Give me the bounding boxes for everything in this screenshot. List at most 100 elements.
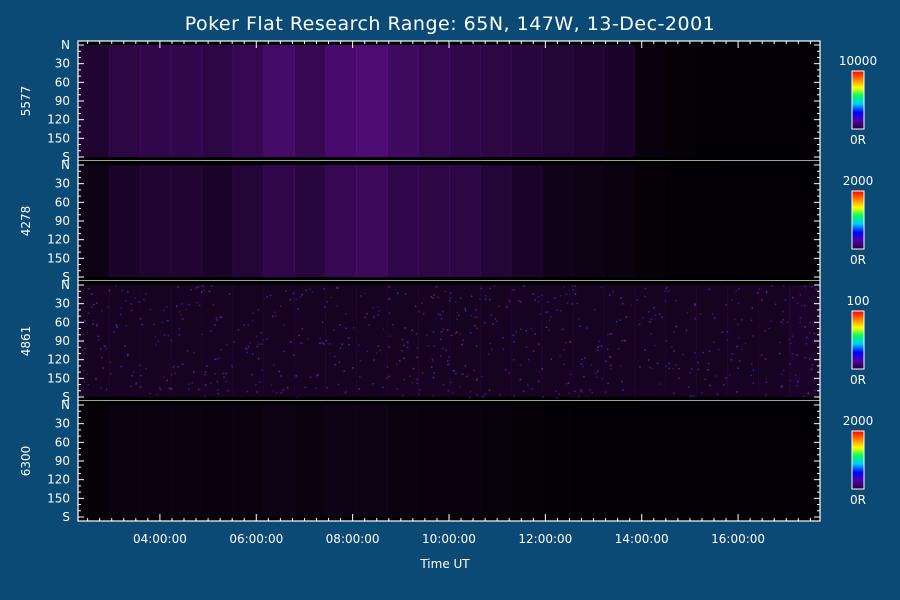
emission-column <box>603 165 636 277</box>
noise-speck <box>83 306 85 309</box>
noise-speck <box>149 392 151 395</box>
y-tick-label: 30 <box>55 417 70 431</box>
noise-speck <box>130 303 132 305</box>
noise-speck <box>309 376 312 378</box>
noise-speck <box>809 358 811 360</box>
noise-speck <box>571 303 574 305</box>
noise-speck <box>638 323 641 326</box>
noise-speck <box>177 366 179 368</box>
noise-speck <box>188 388 190 390</box>
noise-speck <box>513 341 515 343</box>
noise-speck <box>531 388 533 390</box>
noise-speck <box>261 343 263 345</box>
noise-speck <box>555 396 558 399</box>
noise-speck <box>782 319 784 321</box>
noise-speck <box>336 304 338 307</box>
noise-speck <box>450 381 452 384</box>
noise-speck <box>563 349 565 351</box>
x-axis-label: Time UT <box>419 557 470 571</box>
y-tick-label: N <box>61 158 70 172</box>
emission-column <box>542 405 574 517</box>
noise-speck <box>81 341 84 343</box>
noise-speck <box>377 345 380 347</box>
noise-speck <box>202 285 204 287</box>
noise-speck <box>574 285 576 287</box>
noise-speck <box>584 357 586 359</box>
colorbar-max-label: 2000 <box>843 174 874 188</box>
noise-speck <box>815 288 818 290</box>
noise-speck <box>506 306 508 308</box>
emission-column <box>449 285 481 397</box>
x-tick-label: 08:00:00 <box>326 532 380 546</box>
noise-speck <box>731 299 734 301</box>
noise-speck <box>134 297 137 299</box>
noise-speck <box>455 372 457 375</box>
noise-speck <box>107 306 109 309</box>
noise-speck <box>388 312 391 314</box>
noise-speck <box>725 304 728 306</box>
y-tick-label: S <box>62 510 70 524</box>
noise-speck <box>624 340 626 342</box>
noise-speck <box>251 373 253 376</box>
noise-speck <box>738 288 740 290</box>
noise-speck <box>449 300 451 302</box>
y-tick-label: 60 <box>55 75 70 89</box>
noise-speck <box>794 374 797 376</box>
noise-speck <box>435 286 438 288</box>
noise-speck <box>99 348 102 350</box>
emission-column <box>510 165 543 277</box>
noise-speck <box>214 358 216 361</box>
noise-speck <box>386 366 389 368</box>
noise-speck <box>83 370 85 372</box>
noise-speck <box>376 352 378 354</box>
emission-column <box>541 285 574 397</box>
noise-speck <box>445 349 447 352</box>
noise-speck <box>730 358 732 361</box>
noise-speck <box>784 299 787 301</box>
noise-speck <box>439 314 441 316</box>
noise-speck <box>292 292 295 295</box>
noise-speck <box>237 329 240 331</box>
emission-column <box>758 165 790 277</box>
noise-speck <box>421 302 423 304</box>
noise-speck <box>290 341 292 343</box>
noise-speck <box>431 358 434 360</box>
y-tick-label: 120 <box>47 473 70 487</box>
noise-speck <box>258 343 260 345</box>
emission-column <box>541 45 574 157</box>
noise-speck <box>200 291 203 293</box>
noise-speck <box>324 306 326 308</box>
noise-speck <box>489 342 491 345</box>
noise-speck <box>105 348 108 350</box>
emission-column <box>727 285 759 397</box>
noise-speck <box>301 328 304 330</box>
noise-speck <box>382 386 384 389</box>
noise-speck <box>606 348 609 350</box>
noise-speck <box>569 340 571 343</box>
noise-speck <box>448 356 450 358</box>
noise-speck <box>598 340 601 343</box>
noise-speck <box>545 326 548 328</box>
noise-speck <box>479 298 481 300</box>
noise-speck <box>82 333 84 336</box>
noise-speck <box>182 318 184 320</box>
noise-speck <box>519 378 522 381</box>
noise-speck <box>337 383 340 386</box>
noise-speck <box>458 314 460 316</box>
emission-column <box>201 45 234 157</box>
noise-speck <box>601 377 603 380</box>
noise-speck <box>565 293 568 296</box>
panel-ylabel: 6300 <box>19 446 33 477</box>
noise-speck <box>173 365 176 368</box>
x-tick-label: 16:00:00 <box>711 532 765 546</box>
noise-speck <box>401 338 404 341</box>
y-tick-label: 30 <box>55 57 70 71</box>
noise-speck <box>280 305 282 307</box>
noise-speck <box>764 358 767 360</box>
noise-speck <box>145 368 147 370</box>
noise-speck <box>243 324 246 326</box>
noise-speck <box>783 369 785 372</box>
noise-speck <box>525 330 527 332</box>
noise-speck <box>502 336 504 339</box>
noise-speck <box>694 305 696 307</box>
